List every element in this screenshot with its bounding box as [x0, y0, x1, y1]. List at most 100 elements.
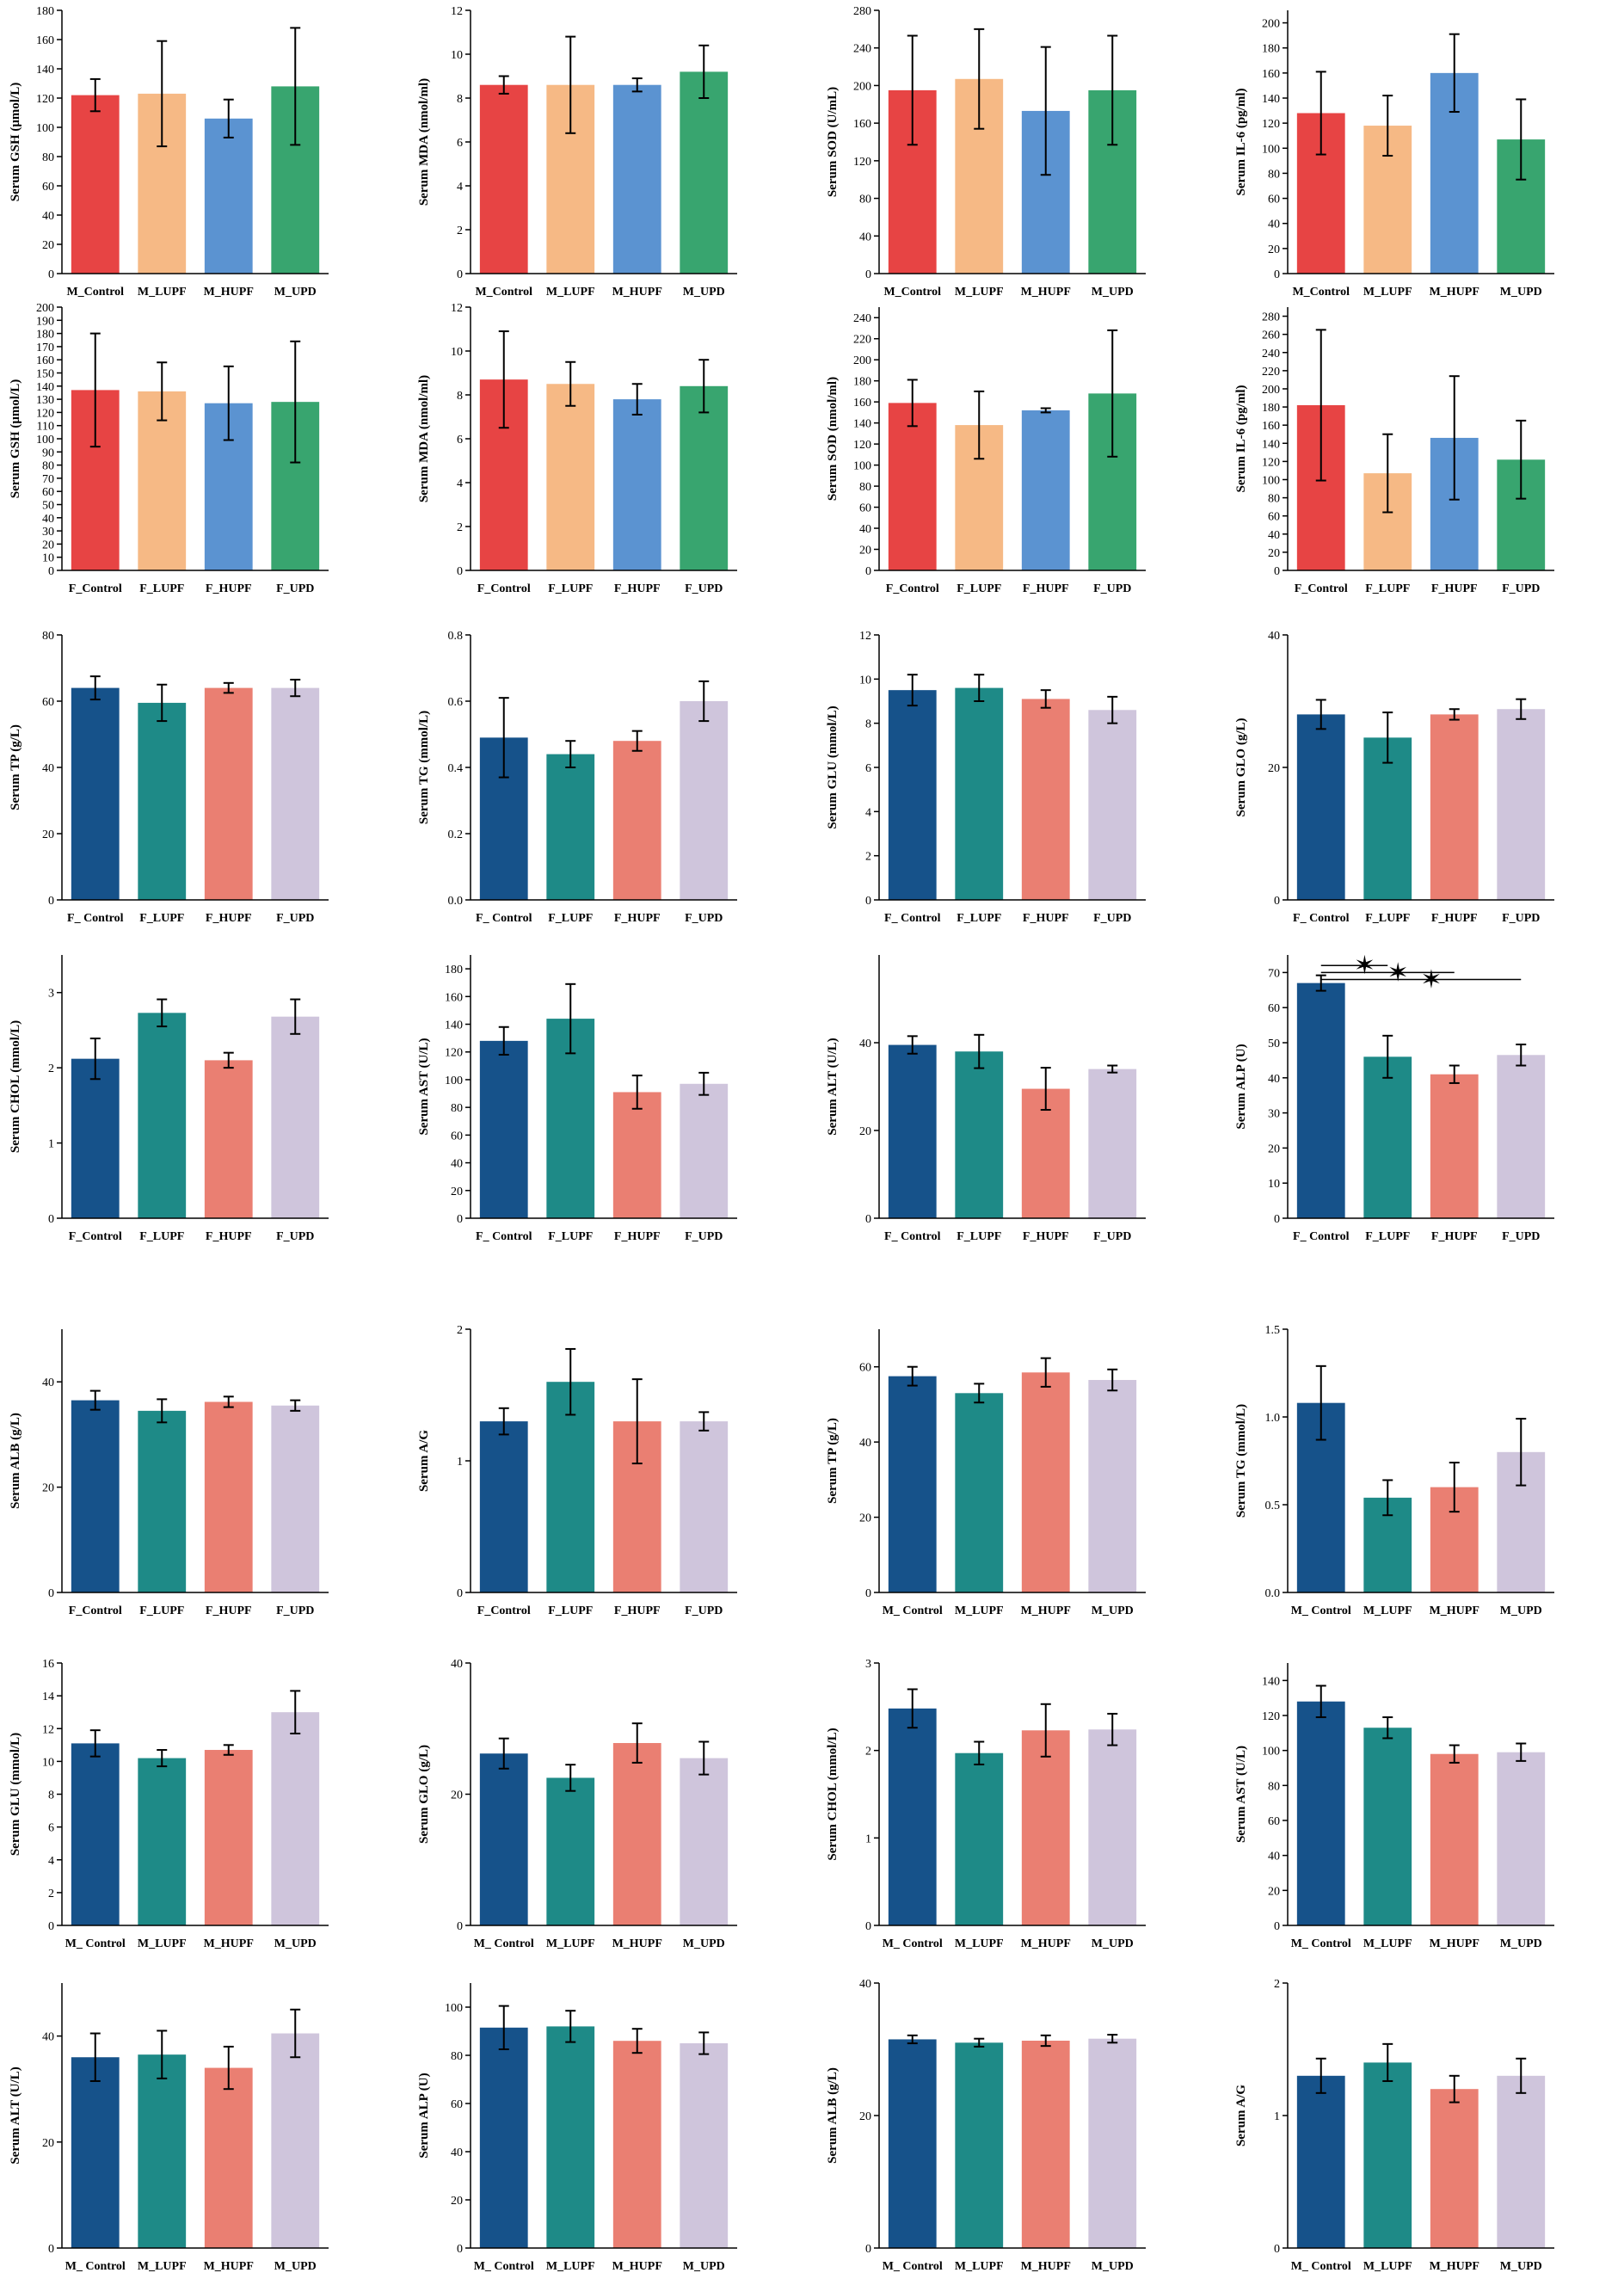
category-label: M_LUPF — [546, 1937, 595, 1950]
error-bar-4 — [290, 1399, 301, 1412]
y-tick-label: 40 — [859, 1978, 871, 1991]
y-tick-label: 20 — [1268, 243, 1280, 256]
y-axis-title: Serum ALP (U) — [417, 2073, 431, 2158]
category-label: M_ Control — [474, 1937, 534, 1950]
y-tick-label: 0 — [457, 1587, 463, 1600]
y-tick-label: 20 — [42, 828, 54, 841]
bar-4 — [1497, 709, 1546, 900]
bar-2 — [138, 1758, 187, 1925]
bar-2 — [955, 1051, 1004, 1218]
y-tick-label: 200 — [1262, 18, 1280, 31]
bar-4 — [271, 1405, 320, 1592]
y-tick-label: 12 — [42, 1723, 54, 1736]
category-label: F_LUPF — [139, 1605, 184, 1617]
error-bar-2 — [565, 1764, 576, 1792]
bar-1 — [71, 1058, 120, 1218]
category-label: M_ Control — [474, 2260, 534, 2273]
y-tick-label: 20 — [1268, 1143, 1280, 1155]
category-label: F_UPD — [276, 582, 314, 595]
category-label: F_Control — [886, 582, 939, 595]
error-bar-1 — [1315, 1685, 1326, 1719]
y-tick-label: 180 — [853, 376, 871, 389]
category-label: F_ Control — [1293, 912, 1350, 925]
error-bar-2 — [157, 683, 168, 723]
bar-3 — [1021, 699, 1070, 900]
category-label: M_UPD — [274, 286, 317, 299]
bar-4 — [680, 1083, 729, 1218]
error-bar-3 — [1040, 407, 1051, 414]
error-bar-2 — [157, 361, 168, 422]
error-bar-2 — [1382, 433, 1393, 514]
y-tick-label: 40 — [859, 523, 871, 536]
bar-4 — [680, 71, 729, 274]
panel-23: M_ Control M_LUPF M_HUPF M_UPD 0 1 2 3 Serum CHO… — [826, 1658, 1146, 1950]
y-tick-label: 60 — [1268, 511, 1280, 524]
category-label: M_HUPF — [612, 2260, 662, 2273]
category-label: M_UPD — [274, 2260, 317, 2273]
panel-13: F_Control F_LUPF F_HUPF F_UPD 0 1 2 3 Serum CHOL… — [9, 955, 329, 1243]
error-bar-3 — [1449, 1064, 1460, 1084]
panel-20: M_ Control M_LUPF M_HUPF M_UPD 0.0 0.5 1.0 1.5 S… — [1234, 1324, 1554, 1617]
y-tick-label: 60 — [859, 1362, 871, 1375]
error-bar-3 — [631, 383, 643, 416]
category-label: F_ Control — [884, 1230, 941, 1243]
y-tick-label: 0.0 — [1265, 1587, 1281, 1600]
y-axis-title: Serum CHOL (mmol/L) — [826, 1728, 840, 1860]
error-bar-1 — [498, 1407, 509, 1436]
y-tick-label: 20 — [451, 1789, 463, 1802]
y-tick-label: 140 — [853, 418, 871, 431]
y-tick-label: 40 — [859, 231, 871, 243]
panel-11: F_ Control F_LUPF F_HUPF F_UPD 0 2 4 6 8 10 12 Seru… — [826, 630, 1146, 925]
category-label: F_HUPF — [614, 582, 661, 595]
y-tick-label: 4 — [457, 181, 463, 194]
category-label: M_HUPF — [204, 2260, 254, 2273]
y-tick-label: 120 — [1262, 118, 1280, 131]
y-tick-label: 20 — [1268, 547, 1280, 560]
y-axis-title: Serum GLO (g/L) — [417, 1745, 431, 1844]
error-bar-2 — [974, 1740, 985, 1765]
y-tick-label: 0 — [457, 268, 463, 281]
panel-26: M_ Control M_LUPF M_HUPF M_UPD 0 20 40 60 80 100 S… — [417, 1983, 737, 2273]
y-tick-label: 160 — [853, 397, 871, 410]
y-axis-title: Serum TP (g/L) — [826, 1418, 840, 1504]
error-bar-4 — [1516, 2057, 1527, 2094]
y-tick-label: 40 — [451, 2147, 463, 2159]
panel-28: M_ Control M_LUPF M_HUPF M_UPD 0 1 2 Serum A/G — [1234, 1978, 1554, 2273]
category-label: F_LUPF — [1365, 912, 1410, 925]
bar-3 — [612, 1092, 661, 1218]
category-label: F_HUPF — [1023, 912, 1069, 925]
category-label: F_LUPF — [139, 582, 184, 595]
y-tick-label: 60 — [1268, 194, 1280, 206]
y-tick-label: 1 — [1274, 2110, 1280, 2123]
error-bar-2 — [157, 998, 168, 1028]
y-tick-label: 8 — [457, 93, 463, 106]
y-tick-label: 0 — [865, 268, 871, 281]
category-label: F_ Control — [884, 912, 941, 925]
bar-2 — [1363, 1728, 1412, 1925]
category-label: M_ Control — [1291, 1605, 1351, 1617]
error-bar-2 — [1382, 711, 1393, 764]
error-bar-4 — [290, 678, 301, 698]
y-tick-label: 130 — [36, 394, 54, 407]
error-bar-1 — [907, 1688, 918, 1729]
significance-star: ✶ — [1387, 958, 1409, 987]
category-label: F_LUPF — [548, 912, 593, 925]
bar-3 — [1021, 2040, 1070, 2248]
y-tick-label: 10 — [859, 674, 871, 687]
y-tick-label: 20 — [859, 2110, 871, 2123]
y-tick-label: 180 — [1262, 402, 1280, 415]
bar-1 — [888, 1708, 937, 1925]
y-axis-title: Serum TP (g/L) — [9, 724, 22, 810]
bar-3 — [204, 1060, 253, 1218]
bar-4 — [680, 1421, 729, 1592]
bar-4 — [271, 687, 320, 900]
panel-17: F_Control F_LUPF F_HUPF F_UPD 0 20 40 Serum ALB… — [9, 1329, 329, 1617]
y-tick-label: 1 — [457, 1456, 463, 1469]
category-label: M_LUPF — [138, 1937, 187, 1950]
y-tick-label: 40 — [1268, 529, 1280, 542]
category-label: M_Control — [475, 286, 532, 299]
y-tick-label: 240 — [853, 312, 871, 325]
y-tick-label: 120 — [1262, 1710, 1280, 1723]
y-tick-label: 80 — [1268, 168, 1280, 181]
category-label: F_ Control — [67, 912, 124, 925]
